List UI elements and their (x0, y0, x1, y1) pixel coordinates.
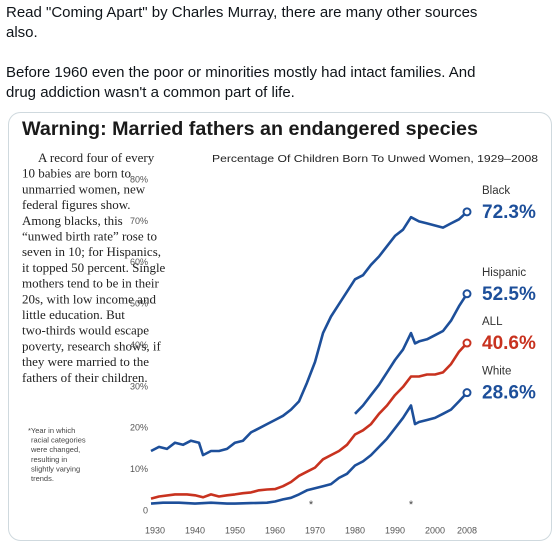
series-name: ALL (482, 316, 503, 328)
line (150, 210, 468, 457)
annotation: * (409, 499, 414, 511)
y-tick-label: 10% (130, 464, 148, 474)
body-text: they were married to the (22, 354, 149, 369)
y-tick-label: 60% (130, 257, 148, 267)
body-text: 10 babies are born to (22, 166, 131, 181)
body-text: it topped 50 percent. Single (22, 260, 166, 275)
y-tick-label: 40% (130, 340, 148, 350)
x-tick-label: 1930 (145, 525, 165, 535)
x-tick-label: 1940 (185, 525, 205, 535)
footnote: trends. (31, 474, 54, 483)
post-text: drug addiction wasn't a common part of l… (6, 84, 295, 101)
chart-subtitle: Percentage Of Children Born To Unwed Wom… (212, 153, 538, 165)
body-text: little education. But (22, 307, 125, 322)
annotation: * (309, 499, 314, 511)
body-text: fathers of their children. (22, 370, 148, 385)
body-text: two-thirds would escape (22, 323, 149, 338)
value-label: 40.6% (482, 333, 536, 354)
end-marker (462, 388, 472, 398)
x-tick-label: 1980 (345, 525, 365, 535)
footnote: were changed, (30, 445, 80, 454)
line (150, 391, 468, 505)
body-text: “unwed birth rate” rose to (22, 228, 157, 243)
end-marker (462, 289, 472, 299)
chart-title: Warning: Married fathers an endangered s… (22, 119, 478, 140)
y-tick-label: 70% (130, 216, 148, 226)
footnote: *Year in which (28, 426, 75, 435)
body-text: federal figures show. (22, 197, 131, 212)
value-label: 52.5% (482, 284, 536, 305)
post-text: also. (6, 24, 38, 41)
y-tick-label: 20% (130, 423, 148, 433)
x-tick-label: 1960 (265, 525, 285, 535)
line (354, 293, 469, 415)
post-text: Before 1960 even the poor or minorities … (6, 64, 475, 81)
series-name: Hispanic (482, 267, 526, 279)
footnote: resulting in (31, 455, 67, 464)
post-text: Read "Coming Apart" by Charles Murray, t… (6, 4, 477, 21)
x-tick-label: 1970 (305, 525, 325, 535)
x-tick-label: 2008 (457, 525, 477, 535)
footnote: racial categories (31, 436, 86, 445)
x-tick-label: 1950 (225, 525, 245, 535)
body-text: 20s, with low income and (22, 291, 156, 306)
body-text: poverty, research shows, if (22, 338, 162, 353)
body-text: unmarried women, new (22, 181, 146, 196)
value-label: 28.6% (482, 383, 536, 404)
footnote: slightly varying (31, 464, 80, 473)
x-tick-label: 1990 (385, 525, 405, 535)
body-text: mothers tend to be in their (22, 276, 160, 291)
series-name: White (482, 366, 511, 378)
y-tick-label: 50% (130, 299, 148, 309)
y-tick-label: 0 (143, 505, 148, 515)
y-tick-label: 80% (130, 174, 148, 184)
body-text: seven in 10; for Hispanics, (22, 244, 161, 259)
body-text: Among blacks, this (22, 213, 123, 228)
end-marker (462, 338, 472, 348)
end-marker (462, 207, 472, 217)
series-name: Black (482, 185, 510, 197)
y-tick-label: 30% (130, 381, 148, 391)
line (150, 342, 468, 500)
x-tick-label: 2000 (425, 525, 445, 535)
body-text: A record four of every (38, 150, 155, 165)
value-label: 72.3% (482, 202, 536, 223)
